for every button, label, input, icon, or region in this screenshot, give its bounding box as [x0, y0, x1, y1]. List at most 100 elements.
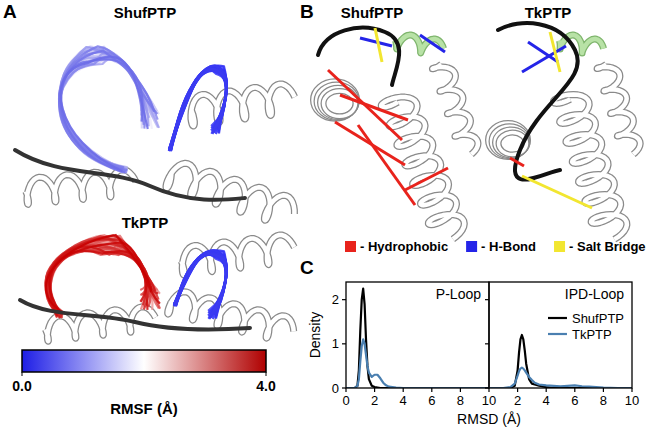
x-tick-label: 0 — [342, 393, 349, 408]
y-tick-label: 1 — [332, 336, 339, 351]
x-tick-label: 8 — [457, 393, 464, 408]
x-tick-label: 6 — [571, 393, 578, 408]
loop-conformer — [169, 69, 227, 149]
panel-a-structures — [15, 46, 295, 341]
helix-end — [488, 123, 528, 157]
legend-line — [548, 317, 567, 319]
structure-label: TkPTP — [525, 4, 572, 21]
colorbar-title: RMSF (Å) — [110, 400, 178, 417]
panel-letter: C — [300, 257, 314, 278]
helix-outline — [432, 64, 478, 154]
loop-conformer — [50, 251, 148, 316]
density-line: TkPTP — [489, 368, 632, 388]
legend-swatch — [466, 241, 477, 252]
legend-label: - Hydrophobic — [360, 239, 448, 254]
loop-conformer — [171, 70, 226, 151]
loop-conformer — [46, 247, 147, 318]
loop-conformer — [171, 71, 226, 151]
colorbar-tick-label: 0.0 — [12, 378, 32, 394]
loop-conformer — [174, 254, 226, 317]
legend-label: TkPTP — [572, 327, 612, 342]
helix — [597, 64, 640, 154]
helix — [191, 84, 295, 126]
plot-frame — [489, 282, 632, 388]
helix-end-outline — [488, 123, 528, 157]
legend-swatch — [554, 241, 565, 252]
helix — [553, 95, 627, 240]
x-tick-label: 10 — [625, 393, 639, 408]
loop-conformer — [169, 67, 227, 149]
panel-letter: A — [3, 1, 17, 22]
helix-outline — [553, 95, 627, 240]
helix-outline — [381, 97, 464, 239]
loop-conformer — [46, 235, 151, 312]
loop-conformer — [171, 71, 226, 151]
density-line: ShufPTP — [346, 289, 489, 388]
loop-conformer — [169, 66, 227, 150]
loop-conformer — [59, 59, 158, 172]
interaction-line — [405, 168, 448, 190]
loop-conformer — [170, 68, 227, 149]
subplot: 2 4 6 8 10 ShufPTPTkPTP IPD-Loop ShufPTPTkPTP — [485, 282, 639, 408]
helix — [381, 97, 464, 239]
loop-conformer — [169, 70, 227, 151]
interaction-line — [510, 158, 524, 166]
helix-outline — [396, 35, 444, 53]
loop-conformer — [59, 54, 159, 171]
loop-conformer — [169, 68, 227, 151]
loop-conformer — [171, 69, 226, 152]
loop-conformer — [175, 255, 227, 319]
loop-conformer — [60, 53, 149, 169]
interaction-line — [550, 32, 560, 72]
interaction-line — [358, 125, 415, 205]
loop-conformer — [169, 70, 226, 150]
interaction-line — [340, 95, 408, 120]
density-line: TkPTP — [346, 339, 489, 388]
x-tick-label: 2 — [371, 393, 378, 408]
colorbar-tick — [22, 372, 23, 376]
loop-conformer — [61, 57, 148, 172]
loop-conformer — [49, 250, 160, 317]
structure-label: ShufPTP — [341, 4, 404, 21]
colorbar-tick — [266, 372, 267, 376]
structure-label: TkPTP — [122, 214, 169, 231]
y-axis-title: Density — [307, 312, 323, 359]
x-axis-title: RMSD (Å) — [457, 411, 521, 427]
plot-frame — [346, 282, 489, 388]
panel-letter: B — [300, 1, 314, 22]
density-line: ShufPTP — [489, 335, 632, 388]
loop-backbone — [15, 150, 245, 200]
helix-end-outline — [324, 91, 356, 116]
legend-label: - H-Bond — [481, 239, 536, 254]
plot-lines: ShufPTPTkPTP — [489, 335, 632, 388]
loop-conformer — [170, 70, 227, 150]
loop-conformer — [169, 66, 226, 149]
x-tick-label: 6 — [428, 393, 435, 408]
helix — [396, 35, 444, 53]
x-tick-label: 8 — [600, 393, 607, 408]
loop-conformer — [61, 59, 143, 172]
y-tick-label: 2 — [332, 292, 339, 307]
loop-backbone — [20, 300, 250, 330]
helix-outline — [166, 163, 294, 220]
subplot-title: IPD-Loop — [565, 286, 624, 302]
panel-b-structures — [313, 23, 640, 239]
helix — [432, 64, 478, 154]
loop-conformer — [169, 66, 227, 150]
colorbar-tick-label: 4.0 — [256, 378, 276, 394]
loop-backbone — [318, 28, 399, 85]
legend-label: - Salt Bridge — [569, 239, 646, 254]
subplot: 0246810012ShufPTPTkPTPP-Loop — [332, 282, 496, 408]
helix-outline — [597, 64, 640, 154]
loop-conformer — [170, 66, 226, 150]
loop-backbone — [498, 23, 578, 179]
loop-conformer — [49, 243, 160, 313]
x-tick-label: 4 — [543, 393, 550, 408]
x-tick-label: 2 — [514, 393, 521, 408]
colorbar — [22, 350, 266, 372]
loop-conformer — [170, 70, 226, 151]
legend-line — [548, 333, 567, 335]
interaction-line — [375, 28, 382, 62]
interaction-line — [420, 35, 445, 52]
helix — [181, 235, 294, 275]
